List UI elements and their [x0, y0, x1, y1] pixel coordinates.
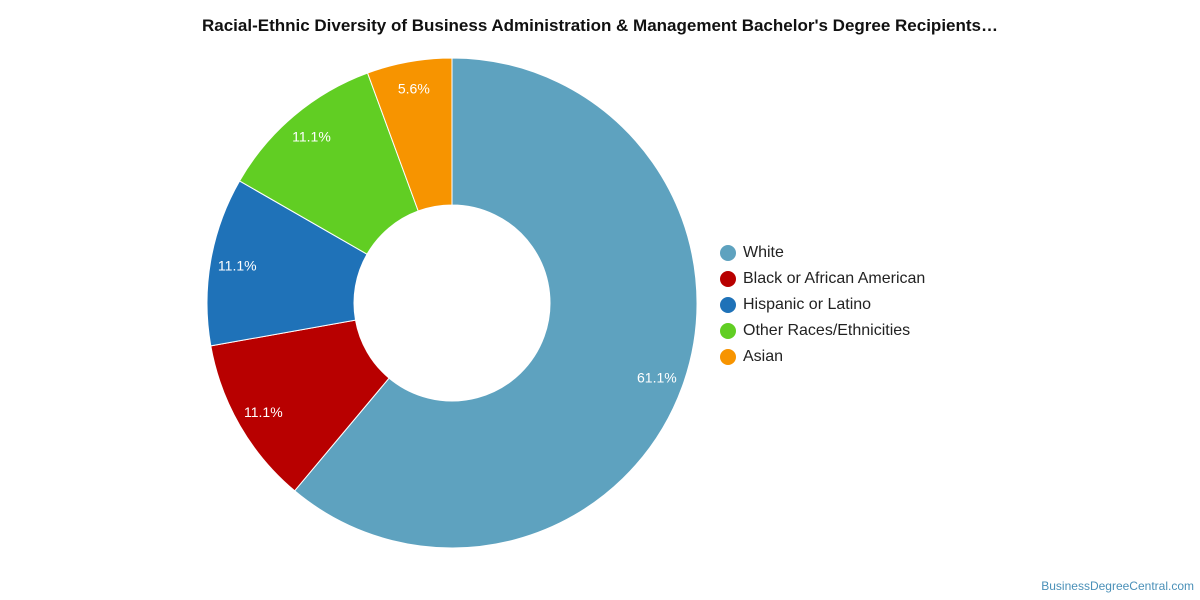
slice-label-asian: 5.6%	[398, 80, 430, 96]
legend-item-asian[interactable]: Asian	[720, 344, 925, 370]
slice-label-black-or-african-american: 11.1%	[244, 404, 283, 420]
legend-item-hispanic-or-latino[interactable]: Hispanic or Latino	[720, 292, 925, 318]
legend-item-black-or-african-american[interactable]: Black or African American	[720, 266, 925, 292]
slice-label-hispanic-or-latino: 11.1%	[218, 258, 257, 274]
slice-black-or-african-american[interactable]	[210, 319, 390, 492]
legend-swatch	[720, 297, 736, 313]
slice-hispanic-or-latino[interactable]	[206, 180, 368, 347]
slice-label-other-races-ethnicities: 11.1%	[292, 128, 331, 144]
slice-asian[interactable]	[366, 57, 453, 212]
slice-label-white: 61.1%	[637, 369, 677, 385]
legend-label: Asian	[743, 348, 784, 365]
chart-title: Racial-Ethnic Diversity of Business Admi…	[201, 16, 998, 35]
slice-other-races-ethnicities[interactable]	[238, 72, 419, 255]
legend-item-white[interactable]: White	[720, 240, 925, 266]
legend-swatch	[720, 349, 736, 365]
legend-item-other-races-ethnicities[interactable]: Other Races/Ethnicities	[720, 318, 925, 344]
legend-swatch	[720, 245, 736, 261]
legend-label: White	[743, 244, 784, 261]
source-credit[interactable]: BusinessDegreeCentral.com	[1041, 579, 1194, 593]
slice-white[interactable]	[293, 57, 698, 549]
legend-label: Black or African American	[743, 270, 926, 287]
legend-swatch	[720, 323, 736, 339]
legend-swatch	[720, 271, 736, 287]
legend-label: Other Races/Ethnicities	[743, 322, 911, 339]
chart-legend: White Black or African American Hispanic o…	[720, 240, 925, 370]
legend-label: Hispanic or Latino	[743, 296, 872, 313]
